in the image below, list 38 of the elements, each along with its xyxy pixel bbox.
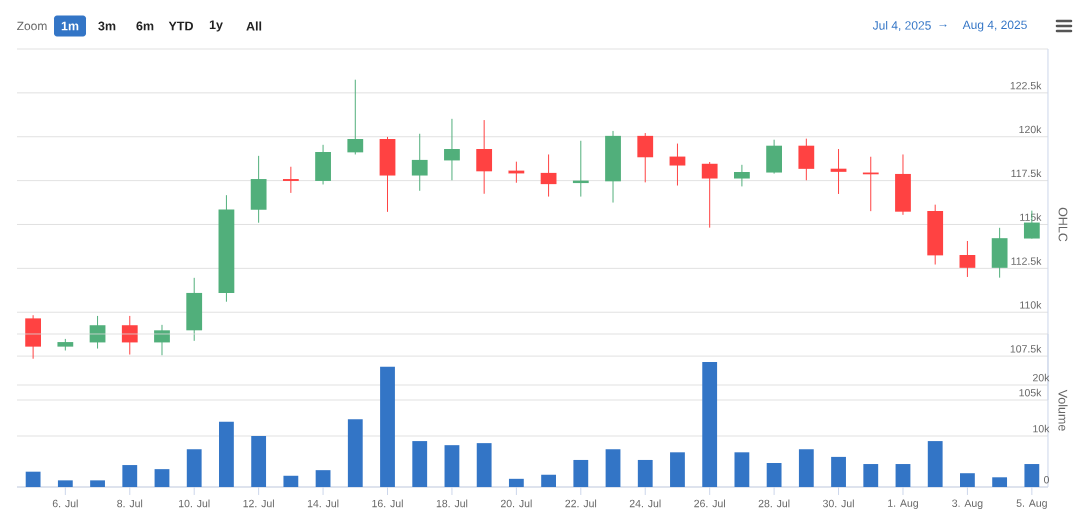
- x-tick-label: 1. Aug: [888, 499, 918, 509]
- x-tick-label: 14. Jul: [307, 499, 339, 508]
- y-tick-label: 120k: [1019, 125, 1042, 134]
- text: All: [246, 21, 262, 31]
- x-tick-label: 28. Jul: [758, 499, 790, 508]
- x-tick-label: 3. Aug: [952, 499, 983, 510]
- text: 6m: [136, 21, 154, 31]
- text: Aug 4, 2025: [962, 20, 1027, 32]
- y-tick-label: 105k: [1019, 388, 1042, 397]
- y-tick-label: 10k: [1033, 424, 1050, 433]
- x-tick-label: 18. Jul: [436, 499, 468, 508]
- y-tick-label: 112.5k: [1011, 257, 1042, 265]
- text: 3m: [98, 21, 116, 31]
- y-tick-label: 0: [1043, 476, 1050, 484]
- x-tick-label: 12. Jul: [243, 499, 274, 508]
- y-tick-label: 107.5k: [1010, 344, 1042, 353]
- x-tick-label: 26. Jul: [694, 499, 725, 508]
- x-tick-label: 16. Jul: [372, 499, 403, 508]
- y-tick-label: 20k: [1033, 373, 1050, 382]
- x-tick-label: 8. Jul: [117, 499, 143, 508]
- x-tick-label: 20. Jul: [500, 499, 532, 508]
- x-tick-label: 5. Aug: [1016, 499, 1047, 509]
- text: 1y: [209, 20, 223, 32]
- x-tick-label: 24. Jul: [629, 499, 661, 508]
- x-tick-label: 10. Jul: [179, 499, 210, 508]
- y-axis-title: OHLC: [1058, 207, 1068, 242]
- text: YTD: [168, 21, 193, 31]
- x-tick-label: 22. Jul: [565, 499, 597, 508]
- text: Jul 4, 2025: [872, 20, 931, 32]
- text: →: [939, 24, 947, 28]
- text: 1m: [61, 21, 79, 31]
- y-tick-label: 110k: [1020, 301, 1042, 309]
- x-tick-label: 30. Jul: [822, 499, 854, 508]
- y-tick-label: 117.5k: [1011, 169, 1042, 178]
- y-tick-label: 122.5k: [1010, 81, 1042, 90]
- text: Zoom: [17, 21, 47, 31]
- x-tick-label: 6. Jul: [52, 499, 78, 508]
- y-axis-title: Volume: [1058, 389, 1068, 431]
